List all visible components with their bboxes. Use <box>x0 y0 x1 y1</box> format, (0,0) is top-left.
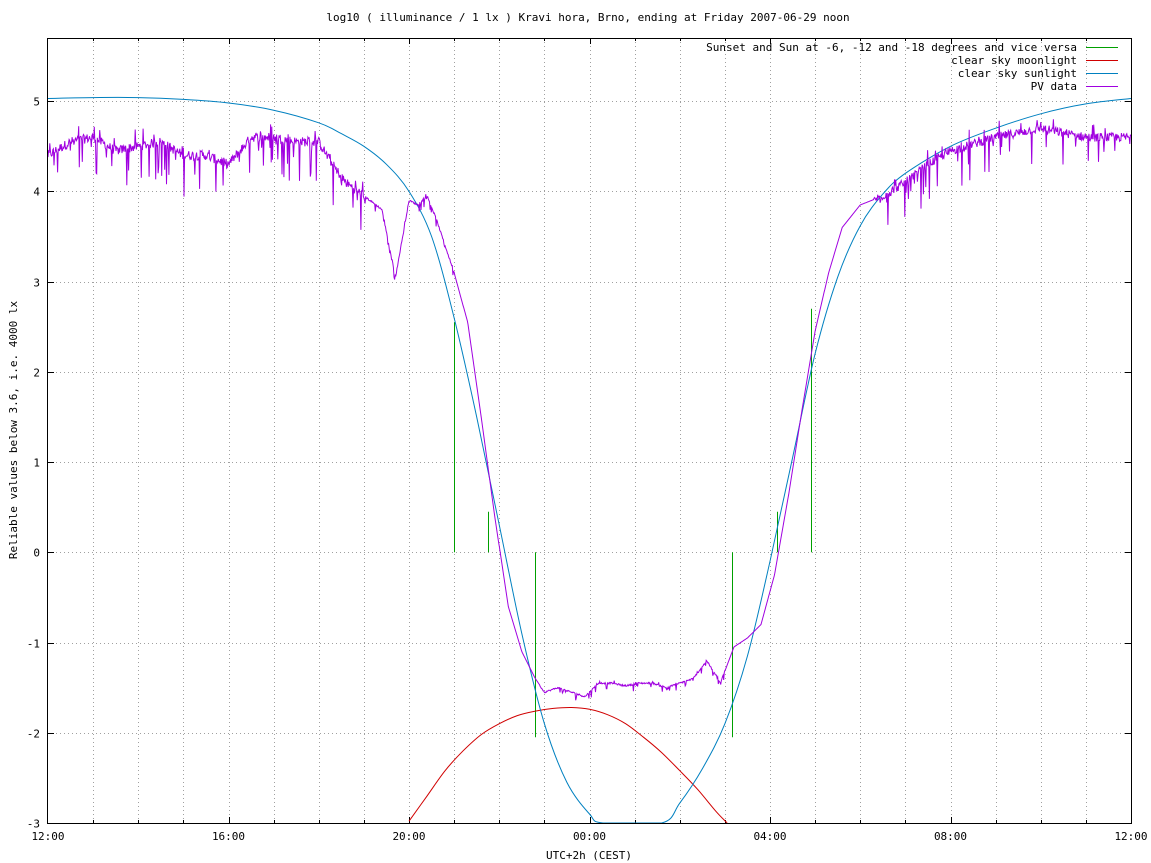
x-axis-label: UTC+2h (CEST) <box>546 849 632 862</box>
x-tick-label: 12:00 <box>31 830 64 843</box>
y-axis-label: Reliable values below 3.6, i.e. 4000 lx <box>7 300 20 559</box>
x-tick-label: 20:00 <box>392 830 425 843</box>
x-tick-label: 04:00 <box>753 830 786 843</box>
x-tick-label: 12:00 <box>1114 830 1147 843</box>
y-tick-label: 3 <box>33 277 40 290</box>
y-tick-label: 5 <box>33 96 40 109</box>
plot-border <box>47 38 1132 824</box>
legend-label: PV data <box>1031 80 1077 93</box>
series-layer <box>47 96 1132 824</box>
legend: Sunset and Sun at -6, -12 and -18 degree… <box>706 41 1118 93</box>
grid-layer <box>48 38 1131 823</box>
axis-layer: -3 -2 -1 0 1 2 3 4 5 12:00 16:00 20:00 00:00 04:00 08:… <box>27 38 1148 843</box>
y-tick-label: 2 <box>33 367 40 380</box>
chart-title: log10 ( illuminance / 1 lx ) Kravi hora,… <box>326 11 849 24</box>
y-tick-label: 0 <box>33 547 40 560</box>
legend-label: clear sky sunlight <box>958 67 1077 80</box>
x-tick-label: 08:00 <box>934 830 967 843</box>
legend-label: clear sky moonlight <box>951 54 1077 67</box>
y-tick-label: 1 <box>33 457 40 470</box>
y-tick-label: -1 <box>27 638 40 651</box>
x-tick-label: 16:00 <box>212 830 245 843</box>
series-line-pv-data <box>47 119 1132 701</box>
series-line-clear-sky-sunlight <box>47 96 1132 824</box>
legend-label: Sunset and Sun at -6, -12 and -18 degree… <box>706 41 1077 54</box>
y-tick-label: -2 <box>27 728 40 741</box>
y-tick-label: -3 <box>27 818 40 831</box>
y-tick-label: 4 <box>33 186 40 199</box>
x-tick-label: 00:00 <box>573 830 606 843</box>
series-line-clear-sky-moonlight <box>408 706 728 824</box>
